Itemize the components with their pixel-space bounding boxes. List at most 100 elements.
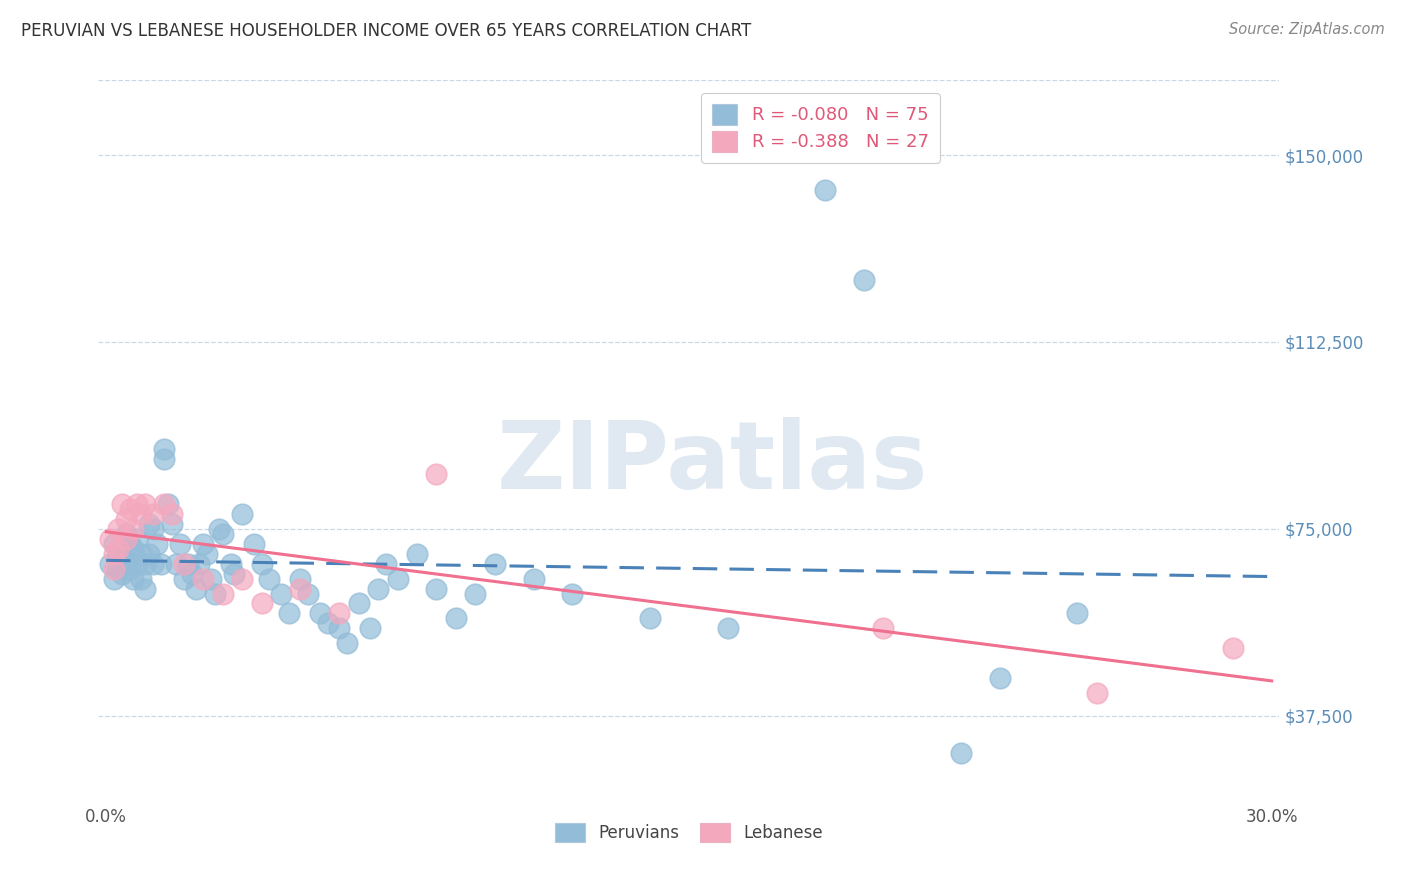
Point xyxy=(224,566,246,581)
Point xyxy=(297,586,319,600)
Point xyxy=(118,561,141,575)
Point xyxy=(142,522,165,536)
Point xyxy=(425,582,447,596)
Point xyxy=(114,512,136,526)
Point xyxy=(162,507,183,521)
Point xyxy=(988,671,1011,685)
Point xyxy=(336,636,359,650)
Point xyxy=(208,522,231,536)
Point xyxy=(231,507,253,521)
Point xyxy=(107,561,129,575)
Point xyxy=(129,572,152,586)
Point xyxy=(129,547,152,561)
Point xyxy=(290,582,312,596)
Point xyxy=(114,557,136,571)
Point xyxy=(153,452,176,467)
Point xyxy=(118,501,141,516)
Point xyxy=(484,557,506,571)
Point xyxy=(193,572,215,586)
Point xyxy=(309,607,332,621)
Point xyxy=(359,621,381,635)
Point xyxy=(127,532,149,546)
Point xyxy=(561,586,583,600)
Point xyxy=(162,516,183,531)
Point xyxy=(347,597,370,611)
Point xyxy=(142,507,165,521)
Point xyxy=(153,442,176,456)
Point xyxy=(134,557,156,571)
Point xyxy=(219,557,242,571)
Point xyxy=(387,572,409,586)
Point xyxy=(134,497,156,511)
Point xyxy=(316,616,339,631)
Point xyxy=(138,516,160,531)
Point xyxy=(425,467,447,481)
Point xyxy=(1066,607,1088,621)
Point xyxy=(1085,686,1108,700)
Point xyxy=(114,526,136,541)
Point xyxy=(444,611,467,625)
Point xyxy=(173,557,195,571)
Point xyxy=(328,607,350,621)
Point xyxy=(107,522,129,536)
Point xyxy=(949,746,972,760)
Point xyxy=(184,582,207,596)
Point xyxy=(231,572,253,586)
Point xyxy=(153,497,176,511)
Point xyxy=(149,557,172,571)
Point xyxy=(367,582,389,596)
Point xyxy=(200,572,222,586)
Point xyxy=(103,537,125,551)
Point xyxy=(98,532,121,546)
Point xyxy=(211,586,233,600)
Point xyxy=(173,572,195,586)
Point xyxy=(406,547,429,561)
Point xyxy=(111,551,134,566)
Point xyxy=(243,537,266,551)
Point xyxy=(134,582,156,596)
Point xyxy=(103,572,125,586)
Point xyxy=(138,547,160,561)
Point xyxy=(193,537,215,551)
Point xyxy=(852,272,875,286)
Point xyxy=(129,507,152,521)
Point xyxy=(328,621,350,635)
Point xyxy=(127,497,149,511)
Point xyxy=(250,557,273,571)
Point xyxy=(211,526,233,541)
Text: Source: ZipAtlas.com: Source: ZipAtlas.com xyxy=(1229,22,1385,37)
Point xyxy=(259,572,281,586)
Point xyxy=(638,611,661,625)
Point xyxy=(122,522,145,536)
Text: PERUVIAN VS LEBANESE HOUSEHOLDER INCOME OVER 65 YEARS CORRELATION CHART: PERUVIAN VS LEBANESE HOUSEHOLDER INCOME … xyxy=(21,22,751,40)
Point xyxy=(107,541,129,556)
Point xyxy=(177,557,200,571)
Point xyxy=(157,497,180,511)
Point xyxy=(374,557,396,571)
Point xyxy=(195,547,218,561)
Point xyxy=(118,537,141,551)
Point xyxy=(122,541,145,556)
Point xyxy=(98,557,121,571)
Point xyxy=(1222,641,1244,656)
Point xyxy=(270,586,292,600)
Point xyxy=(277,607,299,621)
Point xyxy=(522,572,544,586)
Point xyxy=(872,621,894,635)
Legend: Peruvians, Lebanese: Peruvians, Lebanese xyxy=(548,816,830,848)
Point xyxy=(250,597,273,611)
Point xyxy=(122,572,145,586)
Point xyxy=(814,183,837,197)
Point xyxy=(180,566,202,581)
Point xyxy=(717,621,740,635)
Point xyxy=(142,557,165,571)
Point xyxy=(111,566,134,581)
Point xyxy=(145,537,167,551)
Point xyxy=(290,572,312,586)
Point xyxy=(107,547,129,561)
Point xyxy=(111,497,134,511)
Point xyxy=(204,586,226,600)
Point xyxy=(103,561,125,575)
Point xyxy=(103,547,125,561)
Point xyxy=(165,557,187,571)
